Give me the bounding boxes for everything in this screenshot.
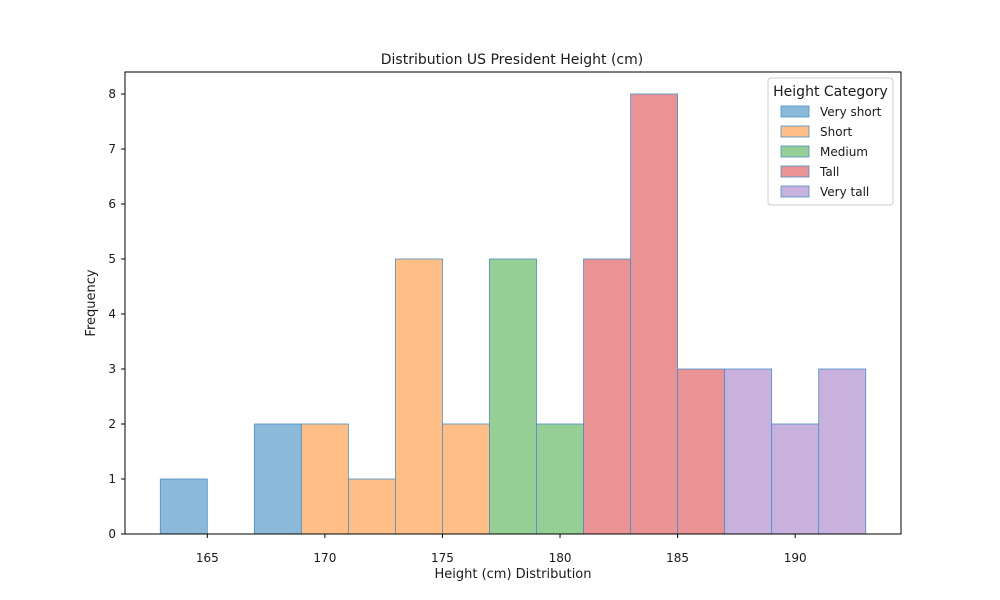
x-tick-label: 185	[666, 551, 689, 565]
bar-medium-1	[536, 423, 584, 535]
x-tick-label: 170	[313, 551, 336, 565]
bar-medium-0	[489, 258, 537, 535]
bars-group	[159, 93, 867, 535]
legend-swatch	[780, 145, 810, 158]
bar-short-3	[442, 423, 490, 535]
y-tick-label: 8	[108, 87, 116, 101]
y-tick-label: 6	[108, 197, 116, 211]
y-tick-label: 3	[108, 362, 116, 376]
y-axis: 0 1 2 3 4 5 6 7 8	[108, 87, 125, 541]
legend-label: Medium	[820, 145, 868, 159]
legend-label: Very tall	[820, 185, 869, 199]
legend-title: Height Category	[773, 84, 888, 100]
bar-tall-2	[677, 368, 726, 535]
y-tick-label: 0	[108, 527, 116, 541]
legend-swatch	[780, 105, 810, 118]
bar-very-tall-0	[724, 368, 773, 535]
y-tick-label: 7	[108, 142, 116, 156]
legend-swatch	[780, 185, 810, 198]
y-tick-label: 1	[108, 472, 116, 486]
bar-short-0	[300, 423, 349, 535]
legend-label: Tall	[819, 165, 839, 179]
x-axis: 165 170 175 180 185 190	[196, 534, 807, 565]
legend-swatch	[780, 125, 810, 138]
x-tick-label: 175	[431, 551, 454, 565]
y-tick-label: 2	[108, 417, 116, 431]
chart-title: Distribution US President Height (cm)	[381, 52, 643, 68]
bar-tall-1	[630, 93, 679, 535]
legend: Height Category Very short Short Medium Tall…	[767, 77, 894, 206]
bar-short-1	[347, 478, 396, 535]
x-axis-label: Height (cm) Distribution	[434, 567, 591, 582]
x-tick-label: 180	[549, 551, 572, 565]
bar-very-tall-1	[771, 423, 820, 535]
bar-short-2	[395, 258, 443, 535]
bar-tall-0	[583, 258, 631, 535]
plot-frame	[124, 71, 902, 535]
bar-very-short-1	[253, 423, 302, 535]
legend-label: Very short	[820, 105, 882, 119]
x-tick-label: 165	[196, 551, 219, 565]
x-tick-label: 190	[784, 551, 807, 565]
y-tick-label: 5	[108, 252, 116, 266]
legend-label: Short	[820, 125, 852, 139]
legend-swatch	[780, 165, 810, 178]
y-axis-label: Frequency	[84, 269, 99, 336]
y-tick-label: 4	[108, 307, 116, 321]
bar-very-tall-2	[818, 368, 867, 535]
bar-very-short-0	[159, 478, 208, 535]
